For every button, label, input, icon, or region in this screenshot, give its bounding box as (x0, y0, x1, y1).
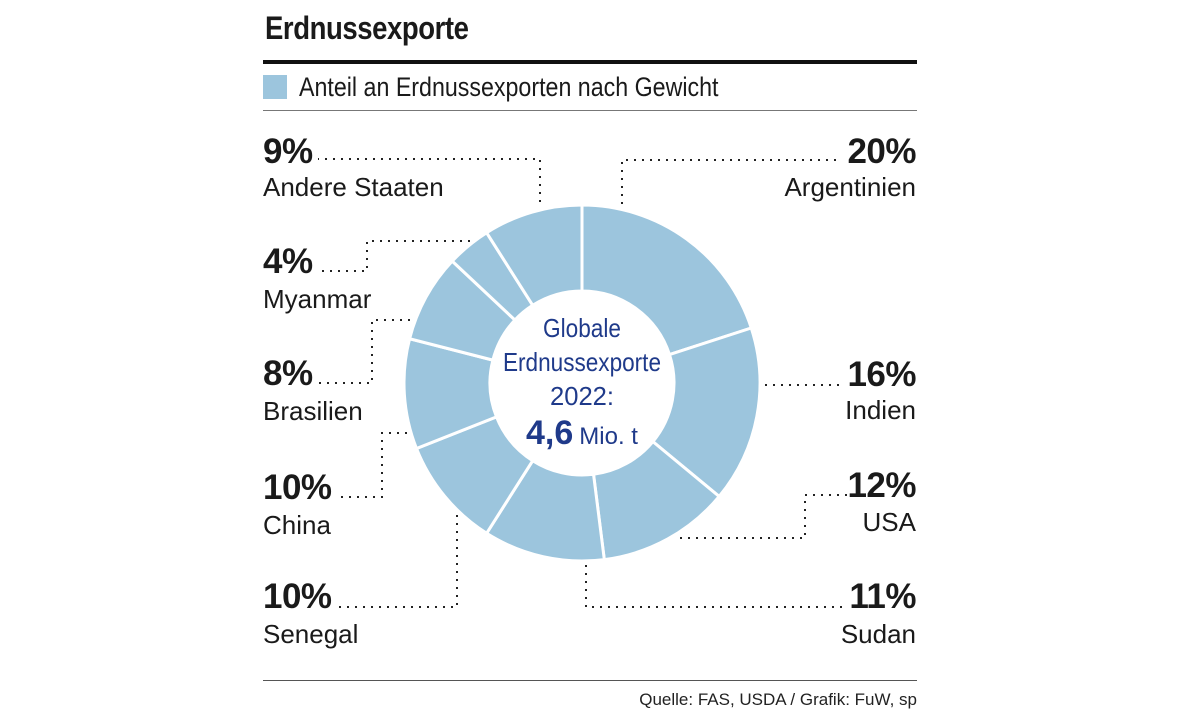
leader-line-sudan (585, 565, 848, 608)
value-label-myanmar: 4% (263, 242, 313, 281)
center-label-line3: 2022: (550, 381, 614, 411)
value-label-brasilien: 8% (263, 354, 313, 393)
source-note: Quelle: FAS, USDA / Grafik: FuW, sp (639, 690, 917, 709)
legend-swatch (263, 75, 287, 99)
value-label-senegal: 10% (263, 577, 332, 616)
category-label-brasilien: Brasilien (263, 396, 363, 426)
value-label-argentinien: 20% (847, 132, 916, 171)
center-label-line1: Globale (543, 313, 621, 343)
slice-argentinien (580, 203, 754, 357)
legend-rule (263, 110, 917, 111)
value-label-sudan: 11% (849, 577, 916, 616)
category-label-myanmar: Myanmar (263, 284, 372, 314)
center-label-line2: Erdnussexporte (503, 347, 661, 377)
category-label-sudan: Sudan (841, 619, 916, 649)
center-total-value: 4,6 (526, 414, 573, 452)
slice-andere-staaten (484, 203, 584, 308)
legend: Anteil an Erdnussexporten nach Gewicht (263, 72, 787, 102)
leader-line-senegal (338, 515, 458, 608)
category-label-china: China (263, 510, 331, 540)
value-label-indien: 16% (847, 355, 916, 394)
category-label-argentinien: Argentinien (784, 172, 916, 202)
value-label-usa: 12% (847, 466, 916, 505)
value-label-china: 10% (263, 468, 332, 507)
slice-indien (650, 326, 762, 499)
source-rule (263, 680, 917, 681)
legend-label: Anteil an Erdnussexporten nach Gewicht (299, 71, 719, 102)
category-label-usa: USA (863, 507, 917, 537)
category-label-andere-staaten: Andere Staaten (263, 172, 444, 202)
title-rule (263, 60, 917, 64)
center-total: 4,6 Mio. t (526, 414, 638, 452)
category-label-indien: Indien (845, 395, 916, 425)
category-label-senegal: Senegal (263, 619, 358, 649)
center-total-unit: Mio. t (579, 423, 638, 450)
chart-title: Erdnussexporte (265, 10, 469, 46)
value-label-andere-staaten: 9% (263, 132, 313, 171)
leader-line-brasilien (318, 319, 410, 384)
leader-line-china (338, 432, 407, 498)
